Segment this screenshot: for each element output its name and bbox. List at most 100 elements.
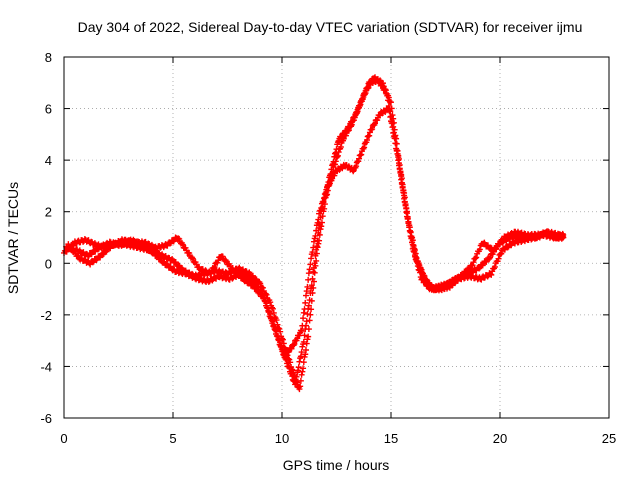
data-point (340, 131, 347, 138)
data-point (297, 353, 304, 360)
data-point (321, 195, 328, 202)
data-point (313, 246, 320, 253)
data-point (395, 152, 402, 159)
data-point (361, 144, 368, 151)
data-point (298, 371, 305, 378)
data-point (94, 246, 101, 253)
data-point (306, 266, 313, 273)
data-point (390, 115, 397, 122)
data-point (302, 326, 309, 333)
chart-title: Day 304 of 2022, Sidereal Day-to-day VTE… (78, 19, 583, 35)
data-point (456, 275, 463, 282)
data-point (360, 94, 367, 101)
data-point (324, 183, 331, 190)
data-point (299, 368, 306, 375)
data-point (307, 290, 314, 297)
data-point (476, 265, 483, 272)
data-point (504, 244, 511, 251)
data-point (310, 264, 317, 271)
x-tick-label: 20 (493, 431, 507, 446)
data-point (300, 315, 307, 322)
data-point (211, 263, 218, 270)
data-point (356, 155, 363, 162)
data-point (270, 309, 277, 316)
data-point (320, 199, 327, 206)
data-point (362, 90, 369, 97)
data-point (415, 261, 422, 268)
data-point (465, 266, 472, 273)
y-axis-label: SDTVAR / TECUs (5, 182, 21, 294)
data-point (397, 168, 404, 175)
data-point (301, 332, 308, 339)
data-point (369, 126, 376, 133)
data-point (303, 318, 310, 325)
data-point (389, 112, 396, 119)
data-point (321, 194, 328, 201)
data-point (302, 346, 309, 353)
data-point (303, 288, 310, 295)
x-tick-label: 25 (602, 431, 616, 446)
data-point (348, 119, 355, 126)
data-point (309, 249, 316, 256)
data-point (296, 386, 303, 393)
data-point (388, 105, 395, 112)
data-point (368, 79, 375, 86)
data-point (264, 304, 271, 311)
data-point (302, 322, 309, 329)
data-point (300, 365, 307, 372)
data-point (330, 158, 337, 165)
y-tick-label: -6 (40, 411, 52, 426)
data-point (223, 258, 230, 265)
data-point (324, 182, 331, 189)
data-point (319, 203, 326, 210)
data-point (291, 341, 298, 348)
data-point (295, 364, 302, 371)
data-point (269, 305, 276, 312)
x-tick-label: 10 (275, 431, 289, 446)
data-point (311, 260, 318, 267)
data-point (372, 120, 379, 127)
data-point (296, 332, 303, 339)
data-point (332, 150, 339, 157)
data-point (414, 258, 421, 265)
data-point (420, 272, 427, 279)
data-point (393, 135, 400, 142)
y-tick-label: 4 (45, 153, 52, 168)
data-point (294, 367, 301, 374)
data-point (399, 181, 406, 188)
data-point (406, 224, 413, 231)
data-point (176, 235, 183, 242)
data-point (401, 190, 408, 197)
data-point (297, 377, 304, 384)
data-point (404, 213, 411, 220)
x-axis-label: GPS time / hours (283, 457, 390, 473)
data-point (380, 80, 387, 87)
data-point (270, 321, 277, 328)
data-point (267, 310, 274, 317)
data-point (246, 279, 253, 286)
data-point (329, 162, 336, 169)
data-point (296, 358, 303, 365)
data-point (495, 255, 502, 262)
data-point (308, 255, 315, 262)
data-point (398, 171, 405, 178)
data-point (280, 350, 287, 357)
data-point (390, 119, 397, 126)
data-point (307, 261, 314, 268)
data-point (219, 253, 226, 260)
y-tick-label: 8 (45, 50, 52, 65)
data-point (469, 262, 476, 269)
data-point (382, 87, 389, 94)
data-point (353, 163, 360, 170)
y-tick-label: -4 (40, 359, 52, 374)
data-point (300, 338, 307, 345)
data-point (284, 360, 291, 367)
data-point (466, 265, 473, 272)
data-point (410, 242, 417, 249)
data-point (312, 232, 319, 239)
data-point (263, 300, 270, 307)
data-point (366, 132, 373, 139)
data-point (358, 151, 365, 158)
data-point (315, 229, 322, 236)
